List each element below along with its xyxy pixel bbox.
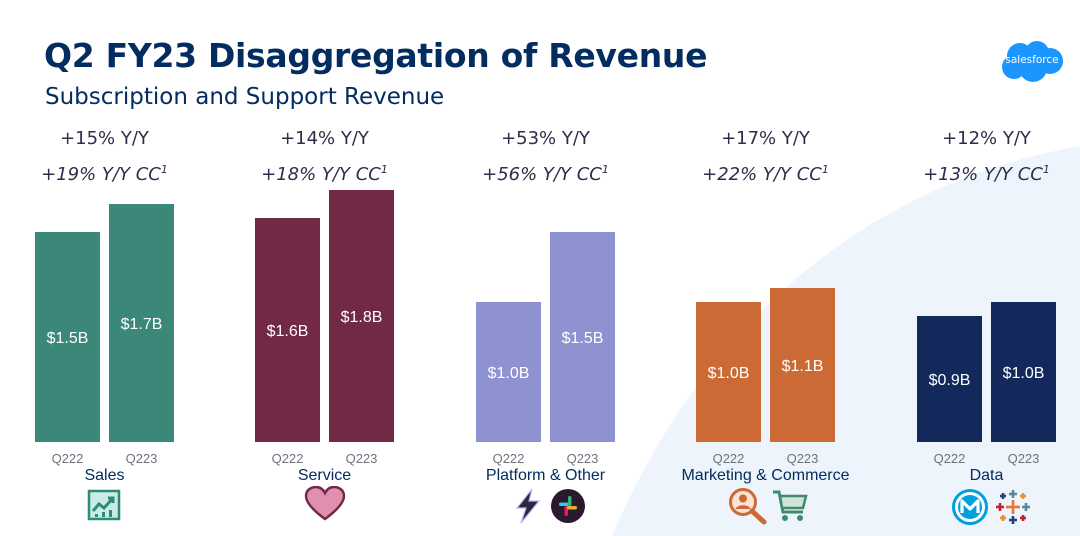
group-label-data: Data	[970, 467, 1004, 484]
group-label-sales: Sales	[84, 467, 124, 484]
yoy-cc-growth-data: +13% Y/Y CC1	[923, 163, 1050, 185]
bar-value-label: $1.0B	[488, 365, 530, 382]
bar-value-label: $1.8B	[341, 309, 383, 326]
bar-data-q222	[917, 316, 982, 442]
yoy-growth-marketing-commerce: +17% Y/Y	[721, 128, 811, 149]
tableau-icon	[995, 489, 1031, 525]
group-label-service: Service	[298, 467, 351, 484]
footnote-marker: 1	[822, 163, 829, 176]
bar-value-label: $1.6B	[267, 323, 309, 340]
x-tick-label: Q223	[126, 451, 158, 466]
bar-sales-q222	[35, 232, 100, 442]
yoy-growth-service: +14% Y/Y	[280, 128, 370, 149]
x-tick-label: Q222	[272, 451, 304, 466]
heart-icon	[304, 486, 346, 522]
page-title: Q2 FY23 Disaggregation of Revenue	[44, 36, 708, 75]
x-tick-label: Q223	[567, 451, 599, 466]
person-search-icon	[728, 487, 768, 525]
shopping-cart-icon	[771, 488, 809, 524]
bar-platform-other-q223	[550, 232, 615, 442]
page-subtitle: Subscription and Support Revenue	[45, 84, 445, 110]
bar-value-label: $1.7B	[121, 316, 163, 333]
slack-icon	[550, 488, 586, 524]
bar-platform-other-q222	[476, 302, 541, 442]
footnote-marker: 1	[161, 163, 168, 176]
bar-value-label: $1.1B	[782, 358, 824, 375]
bar-value-label: $1.0B	[708, 365, 750, 382]
yoy-growth-data: +12% Y/Y	[942, 128, 1032, 149]
bar-value-label: $1.5B	[47, 330, 89, 347]
chart-trend-icon	[87, 489, 121, 521]
salesforce-logo: salesforce	[1000, 40, 1064, 84]
bar-sales-q223	[109, 204, 174, 442]
bar-service-q223	[329, 190, 394, 442]
bar-service-q222	[255, 218, 320, 442]
mulesoft-icon	[952, 489, 988, 525]
yoy-cc-growth-service: +18% Y/Y CC1	[261, 163, 388, 185]
x-tick-label: Q222	[493, 451, 525, 466]
x-tick-label: Q223	[346, 451, 378, 466]
group-label-marketing-commerce: Marketing & Commerce	[681, 467, 849, 484]
yoy-cc-growth-marketing-commerce: +22% Y/Y CC1	[702, 163, 829, 185]
footnote-marker: 1	[381, 163, 388, 176]
yoy-cc-growth-platform-other: +56% Y/Y CC1	[482, 163, 609, 185]
bar-marketing-commerce-q223	[770, 288, 835, 442]
bar-marketing-commerce-q222	[696, 302, 761, 442]
bar-value-label: $0.9B	[929, 372, 971, 389]
group-label-platform-other: Platform & Other	[486, 467, 606, 484]
footnote-marker: 1	[602, 163, 609, 176]
x-tick-label: Q222	[934, 451, 966, 466]
yoy-growth-platform-other: +53% Y/Y	[501, 128, 591, 149]
yoy-cc-growth-sales: +19% Y/Y CC1	[41, 163, 168, 185]
bar-value-label: $1.5B	[562, 330, 604, 347]
x-tick-label: Q223	[1008, 451, 1040, 466]
yoy-growth-sales: +15% Y/Y	[60, 128, 150, 149]
bar-value-label: $1.0B	[1003, 365, 1045, 382]
x-tick-label: Q222	[713, 451, 745, 466]
bar-data-q223	[991, 302, 1056, 442]
lightning-bolt-icon	[514, 488, 542, 524]
footnote-marker: 1	[1043, 163, 1050, 176]
x-tick-label: Q223	[787, 451, 819, 466]
x-tick-label: Q222	[52, 451, 84, 466]
logo-wordmark: salesforce	[1005, 54, 1059, 66]
cloud-icon	[1002, 41, 1063, 82]
